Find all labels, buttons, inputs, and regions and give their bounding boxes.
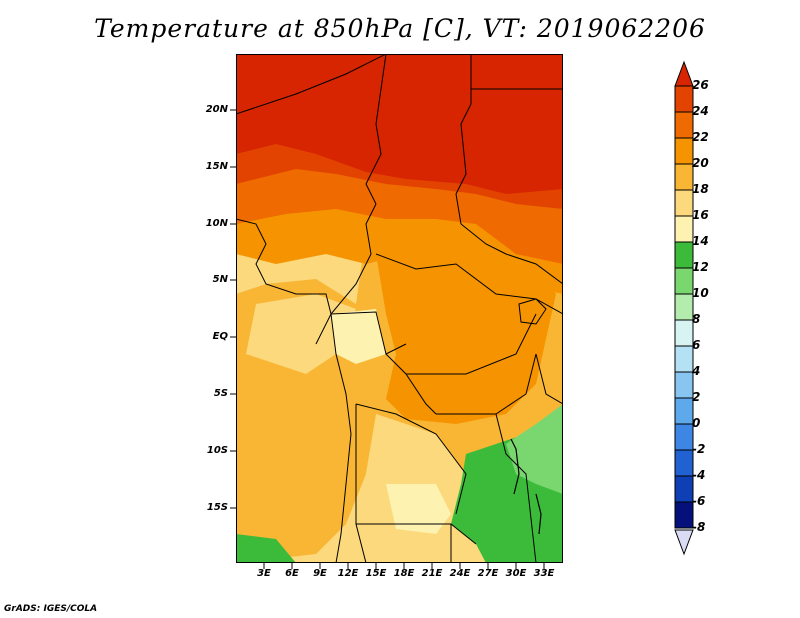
colorbar-segment — [674, 137, 694, 165]
lon-label: 3E — [257, 568, 271, 579]
field-20-22-basin — [376, 244, 556, 424]
lake-tanganyika — [510, 438, 520, 495]
field-14-16-zambia — [386, 484, 451, 534]
lat-label: 15S — [206, 502, 228, 513]
colorbar-segment — [674, 293, 694, 321]
field-16-18-west — [246, 294, 356, 374]
colorbar-segment — [674, 85, 694, 113]
lon-label: 18E — [393, 568, 415, 579]
colorbar-label: 10 — [692, 286, 709, 300]
colorbar-segment — [674, 163, 694, 191]
colorbar-label: -2 — [692, 442, 706, 456]
lat-label: 5S — [213, 388, 228, 399]
colorbar-segment — [674, 501, 694, 529]
lat-ticks — [230, 109, 236, 509]
colorbar-segment — [674, 215, 694, 243]
map-frame — [236, 54, 563, 563]
colorbar-label: 12 — [692, 260, 709, 274]
colorbar-label: 26 — [692, 78, 709, 92]
colorbar-top-arrow — [674, 60, 694, 87]
colorbar-label: 0 — [692, 416, 701, 430]
colorbar-segment — [674, 371, 694, 399]
colorbar-label: 4 — [692, 364, 701, 378]
temperature-map — [230, 54, 563, 569]
lon-label: 6E — [285, 568, 299, 579]
field-12-14-southwest — [236, 534, 296, 563]
colorbar-label: 8 — [692, 312, 701, 326]
country-borders — [236, 54, 563, 563]
colorbar-segments — [674, 85, 694, 529]
colorbar-segment — [674, 111, 694, 139]
colorbar-segment — [674, 267, 694, 295]
map-title: Temperature at 850hPa [C], VT: 201906220… — [94, 14, 706, 43]
colorbar-segment — [674, 241, 694, 269]
colorbar-label: 16 — [692, 208, 709, 222]
lat-label: 15N — [205, 161, 228, 172]
colorbar-segment — [674, 449, 694, 477]
lon-label: 9E — [313, 568, 327, 579]
lat-label: 10N — [205, 218, 228, 229]
field-14-16-gabon — [331, 309, 386, 364]
colorbar-segment — [674, 475, 694, 503]
colorbar-bottom-arrow — [674, 529, 694, 556]
credit-text: GrADS: IGES/COLA — [4, 604, 98, 614]
lat-label: 5N — [212, 274, 228, 285]
lon-label: 15E — [365, 568, 387, 579]
colorbar-label: 22 — [692, 130, 709, 144]
colorbar-segment — [674, 345, 694, 373]
lon-label: 24E — [449, 568, 471, 579]
colorbar-label: 20 — [692, 156, 709, 170]
field-10-12-highlands — [506, 404, 563, 494]
colorbar-segment — [674, 397, 694, 425]
colorbar-label: -4 — [692, 468, 706, 482]
lake-malawi — [535, 493, 542, 535]
coastline — [236, 218, 352, 563]
colorbar — [674, 60, 694, 556]
colorbar-label: 24 — [692, 104, 709, 118]
lon-label: 27E — [477, 568, 499, 579]
lat-label: 10S — [206, 445, 228, 456]
colorbar-label: 2 — [692, 390, 701, 404]
colorbar-label: -8 — [692, 520, 706, 534]
colorbar-label: 18 — [692, 182, 709, 196]
colorbar-label: 6 — [692, 338, 701, 352]
colorbar-segment — [674, 319, 694, 347]
colorbar-label: -6 — [692, 494, 706, 508]
lon-label: 21E — [421, 568, 443, 579]
colorbar-label: 14 — [692, 234, 709, 248]
lake-victoria — [518, 298, 547, 325]
lon-label: 12E — [337, 568, 359, 579]
lon-label: 30E — [505, 568, 527, 579]
map-canvas — [236, 54, 563, 563]
lat-label: 20N — [205, 104, 228, 115]
lon-label: 33E — [533, 568, 555, 579]
colorbar-segment — [674, 423, 694, 451]
lon-ticks — [263, 563, 545, 569]
lat-label: EQ — [212, 331, 228, 342]
colorbar-segment — [674, 189, 694, 217]
